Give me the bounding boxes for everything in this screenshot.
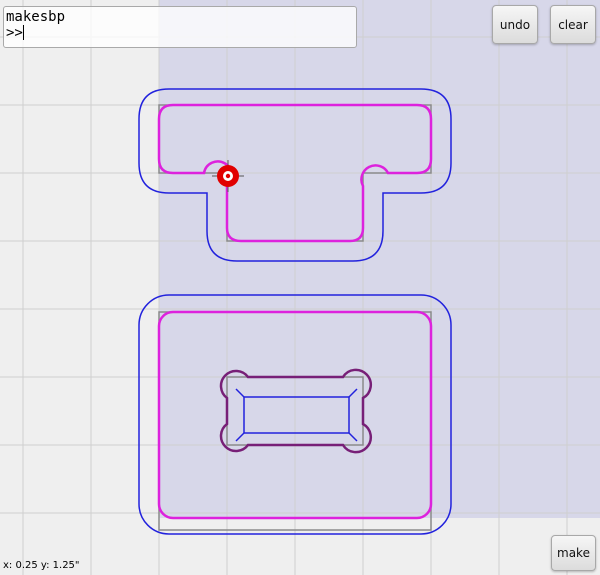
crosshair-target-icon[interactable] <box>212 160 244 192</box>
t-shape-inner-toolpath[interactable] <box>157 103 433 243</box>
t-shape-outer-toolpath[interactable] <box>138 88 452 262</box>
command-console[interactable]: makesbp >> <box>3 6 357 48</box>
text-caret <box>22 25 24 40</box>
clear-button[interactable]: clear <box>550 5 596 44</box>
console-prompt-line[interactable]: >> <box>6 25 354 41</box>
console-prompt: >> <box>6 25 23 41</box>
pocket-inner-toolpath[interactable] <box>243 396 350 434</box>
cursor-coordinates-readout: x: 0.25 y: 1.25" <box>3 560 80 571</box>
rect-shape-outer-toolpath[interactable] <box>138 294 452 535</box>
undo-button[interactable]: undo <box>492 5 538 44</box>
pocket-dogbone-toolpath[interactable] <box>219 368 373 454</box>
pocket-corner-links <box>235 388 358 442</box>
console-command-line: makesbp <box>6 9 66 25</box>
rect-shape-inner-toolpath[interactable] <box>157 310 433 520</box>
selection-region <box>159 0 600 518</box>
make-button[interactable]: make <box>551 535 596 571</box>
